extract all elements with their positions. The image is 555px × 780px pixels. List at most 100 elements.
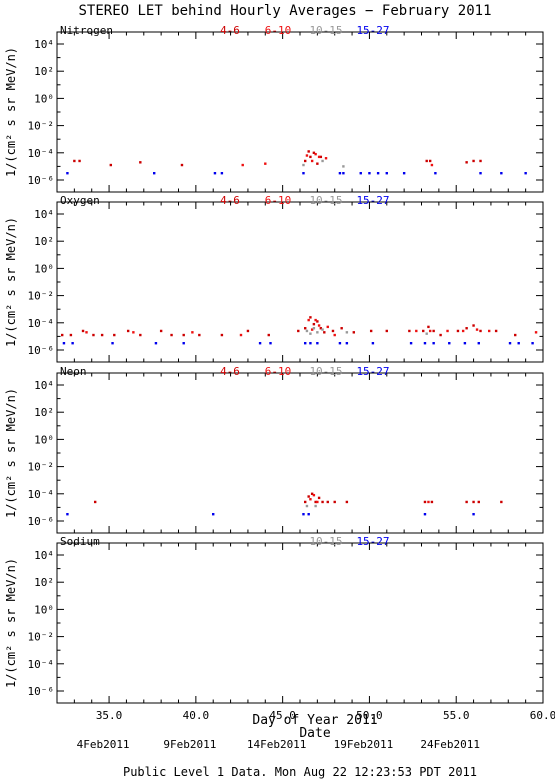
- data-point: [371, 342, 375, 345]
- data-point: [368, 172, 371, 175]
- x-tick-label: 40.0: [183, 709, 210, 722]
- data-point: [432, 329, 435, 333]
- data-point: [316, 331, 319, 334]
- element-label: Neon: [60, 365, 87, 378]
- data-point: [448, 342, 451, 345]
- data-point: [182, 342, 185, 345]
- data-point: [132, 331, 135, 334]
- y-tick-label: 10⁻⁴: [28, 147, 55, 160]
- data-point: [153, 172, 156, 175]
- data-point: [302, 163, 305, 167]
- data-point: [159, 329, 163, 333]
- data-point: [309, 332, 312, 335]
- data-point: [415, 329, 418, 333]
- data-point: [430, 500, 434, 504]
- data-point: [324, 157, 328, 160]
- x-axis-label: Day of Year 2011: [252, 713, 377, 728]
- data-point: [340, 327, 343, 330]
- data-point: [427, 325, 430, 329]
- data-point: [432, 342, 435, 345]
- y-tick-label: 10⁻²: [28, 120, 55, 133]
- data-point: [305, 504, 309, 508]
- data-point: [220, 172, 224, 175]
- data-point: [517, 342, 520, 345]
- data-point: [472, 159, 475, 163]
- data-point: [409, 342, 413, 345]
- date-tick-label: 24Feb2011: [420, 738, 480, 751]
- data-point: [319, 327, 323, 330]
- data-point: [369, 329, 373, 333]
- data-point: [139, 333, 142, 337]
- data-point: [434, 172, 437, 175]
- plot-frame: [56, 372, 544, 534]
- panels: 10⁴ 10² 10⁰ 10⁻² 10⁻⁴ 10⁻⁶ 1/(cm² s sr MeV/n) N…: [4, 24, 555, 722]
- panel-sodium: 10⁴ 10² 10⁰ 10⁻² 10⁻⁴ 10⁻⁶ 1/(cm² s sr MeV/n) S…: [4, 535, 555, 722]
- element-label: Sodium: [60, 535, 100, 548]
- data-point: [61, 333, 64, 337]
- data-point: [241, 163, 244, 167]
- data-point: [307, 318, 310, 322]
- data-point: [126, 329, 130, 333]
- data-point: [456, 329, 460, 333]
- data-point: [352, 331, 356, 334]
- chart-title: STEREO LET behind Hourly Averages − Febr…: [78, 3, 491, 19]
- data-point: [479, 159, 482, 163]
- plot-frame: [56, 31, 544, 193]
- y-tick-label: 10²: [34, 235, 54, 248]
- plot-frame: [56, 542, 544, 704]
- data-point: [487, 329, 491, 333]
- data-point: [385, 329, 388, 333]
- panel-neon: 10⁴ 10² 10⁰ 10⁻² 10⁻⁴ 10⁻⁶ 1/(cm² s sr MeV/n) N…: [4, 365, 544, 534]
- data-point: [309, 155, 312, 159]
- data-point: [465, 161, 468, 164]
- data-point: [312, 493, 316, 497]
- legend-entry: 15-27: [356, 365, 389, 378]
- data-point: [326, 325, 329, 329]
- date-tick-label: 19Feb2011: [334, 738, 394, 751]
- data-point: [113, 333, 116, 337]
- data-point: [425, 332, 428, 335]
- y-tick-label: 10⁰: [34, 433, 54, 446]
- data-point: [139, 161, 142, 164]
- legend-entry: 4-6: [220, 24, 240, 37]
- data-point: [85, 331, 88, 334]
- data-point: [472, 324, 475, 327]
- x-tick-label: 55.0: [443, 709, 470, 722]
- data-point: [333, 500, 336, 504]
- data-point: [66, 513, 69, 516]
- legend-entry: 4-6: [220, 365, 240, 378]
- y-tick-label: 10⁻⁶: [28, 685, 55, 698]
- legend-entry: 15-27: [356, 194, 389, 207]
- data-point: [304, 500, 307, 504]
- y-tick-label: 10⁻⁴: [28, 317, 55, 330]
- data-point: [479, 329, 482, 333]
- data-point: [323, 331, 326, 334]
- data-point: [472, 513, 475, 516]
- data-point: [314, 152, 317, 156]
- data-point: [317, 155, 321, 159]
- data-point: [92, 333, 95, 337]
- data-point: [309, 342, 312, 345]
- data-point: [477, 500, 480, 504]
- data-point: [310, 328, 314, 331]
- legend-entry: 15-27: [356, 24, 389, 37]
- data-point: [463, 342, 467, 345]
- date-tick-label: 4Feb2011: [77, 738, 130, 751]
- y-tick-label: 10²: [34, 406, 54, 419]
- data-point: [111, 342, 114, 345]
- data-point: [428, 329, 432, 333]
- data-point: [345, 342, 349, 345]
- plot-frame: [56, 201, 544, 363]
- data-point: [316, 500, 319, 504]
- data-point: [309, 498, 312, 501]
- data-point: [312, 327, 316, 330]
- data-point: [465, 500, 468, 504]
- y-tick-label: 10⁰: [34, 603, 54, 616]
- data-point: [297, 329, 300, 333]
- data-point: [314, 500, 317, 504]
- data-point: [342, 172, 345, 175]
- date-label: Date: [299, 726, 330, 741]
- data-point: [479, 172, 482, 175]
- data-point: [212, 513, 215, 516]
- data-point: [62, 342, 66, 345]
